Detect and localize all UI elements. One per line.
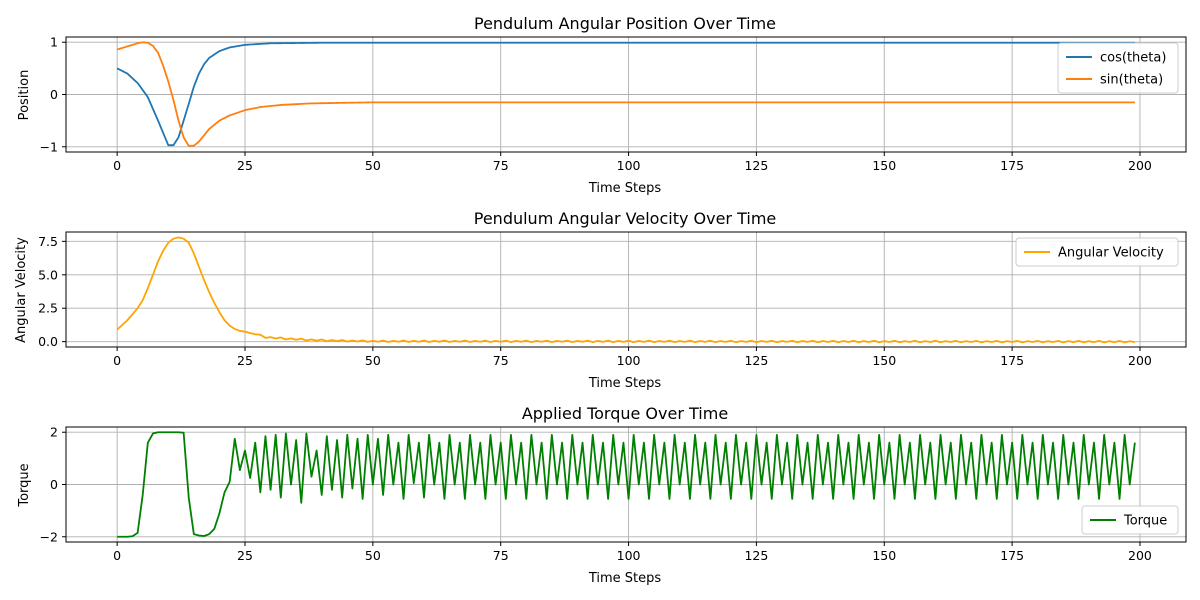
legend: Angular Velocity [1015,237,1179,267]
grid [66,37,1186,152]
x-tick-label: 75 [493,548,509,563]
x-axis-label: Time Steps [588,181,662,196]
x-tick-label: 0 [113,548,121,563]
x-tick-label: 175 [1000,353,1024,368]
x-axis-label: Time Steps [588,376,662,391]
x-tick-label: 25 [237,548,253,563]
plot-frame [65,426,1187,543]
y-tick-label: 0.0 [38,334,58,349]
x-tick-label: 175 [1000,158,1024,173]
tick-labels: 0 25 50 75 100 125 150 175 200 0.0 2.5 5.0 7.5 [38,234,1152,368]
x-tick-label: 125 [744,158,768,173]
series-line-torque [117,431,1136,538]
y-tick-label: 7.5 [38,234,58,249]
x-tick-label: 100 [617,353,641,368]
x-tick-label: 200 [1128,548,1152,563]
y-tick-label: −2 [40,529,58,544]
plot-frame [65,36,1187,153]
legend: Torque [1081,505,1179,535]
y-tick-label: 0 [50,87,58,102]
x-tick-label: 0 [113,158,121,173]
x-tick-label: 150 [872,353,896,368]
y-axis-label: Position [17,70,32,121]
x-tick-label: 25 [237,158,253,173]
y-tick-label: 2 [50,425,58,440]
tick-labels: 0 25 50 75 100 125 150 175 200 −1 0 1 [40,35,1152,173]
legend-entry: Torque [1123,514,1167,529]
x-tick-label: 75 [493,158,509,173]
x-tick-label: 175 [1000,548,1024,563]
y-axis-label: Angular Velocity [14,237,29,343]
series-line-sin-theta [116,41,1135,147]
x-tick-label: 150 [872,548,896,563]
series-lines [116,41,1135,147]
x-tick-label: 200 [1128,158,1152,173]
legend-entry: cos(theta) [1100,51,1166,66]
x-tick-label: 125 [744,353,768,368]
series-lines [117,431,1136,538]
plot-frame [65,231,1187,348]
x-tick-label: 50 [365,158,381,173]
x-tick-label: 100 [617,548,641,563]
x-tick-label: 50 [365,353,381,368]
legend-box [1081,505,1179,535]
x-tick-label: 0 [113,353,121,368]
tick-labels: 0 25 50 75 100 125 150 175 200 −2 0 2 [40,425,1152,563]
y-tick-label: 5.0 [38,267,58,282]
subplot-applied-torque: Applied Torque Over Time Time Steps Torq… [17,404,1187,586]
y-tick-label: 1 [50,35,58,50]
x-tick-label: 25 [237,353,253,368]
legend-box [1057,42,1179,94]
x-tick-label: 100 [617,158,641,173]
chart-title: Pendulum Angular Velocity Over Time [474,209,777,228]
series-line-cos-theta [116,41,1135,147]
series-line-angular-velocity [116,236,1136,344]
subplot-angular-position: Pendulum Angular Position Over Time Time… [17,14,1187,196]
legend-entry: sin(theta) [1100,73,1163,88]
x-tick-label: 50 [365,548,381,563]
chart-title: Pendulum Angular Position Over Time [474,14,776,33]
x-tick-label: 150 [872,158,896,173]
x-tick-label: 125 [744,548,768,563]
legend-box [1015,237,1179,267]
x-axis-label: Time Steps [588,571,662,586]
subplot-angular-velocity: Pendulum Angular Velocity Over Time Time… [14,209,1187,391]
x-tick-label: 75 [493,353,509,368]
y-tick-label: 0 [50,477,58,492]
series-lines [116,236,1136,344]
legend: cos(theta) sin(theta) [1057,42,1179,94]
y-tick-label: 2.5 [38,301,58,316]
y-axis-label: Torque [17,463,32,507]
y-tick-label: −1 [40,139,58,154]
chart-title: Applied Torque Over Time [522,404,728,423]
legend-entry: Angular Velocity [1058,246,1164,261]
x-tick-label: 200 [1128,353,1152,368]
